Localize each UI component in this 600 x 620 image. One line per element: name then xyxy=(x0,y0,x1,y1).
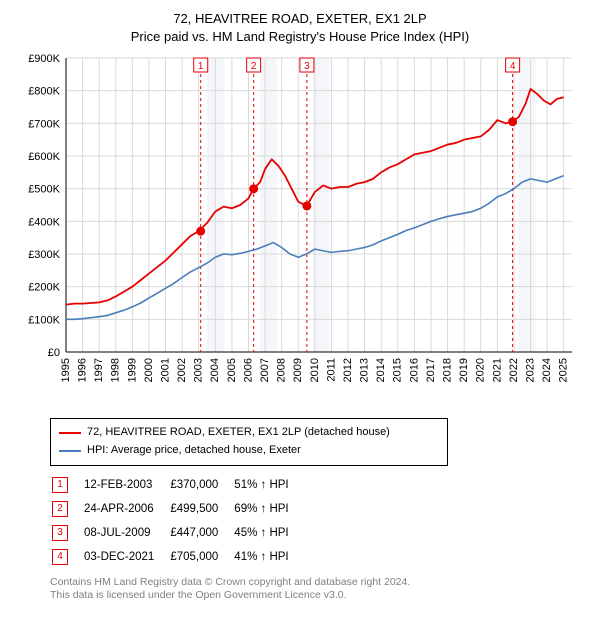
event-marker-box: 1 xyxy=(52,477,68,493)
svg-text:£200K: £200K xyxy=(28,282,60,294)
svg-text:£500K: £500K xyxy=(28,184,60,196)
footer: Contains HM Land Registry data © Crown c… xyxy=(50,576,580,603)
event-row: 3 08-JUL-2009£447,00045% ↑ HPI xyxy=(52,522,303,544)
svg-text:1996: 1996 xyxy=(76,358,88,382)
chart: £0 £100K £200K £300K £400K £500K £600K £700K £80… xyxy=(20,52,580,412)
svg-text:2000: 2000 xyxy=(143,358,155,382)
svg-text:1997: 1997 xyxy=(93,358,105,382)
svg-text:2023: 2023 xyxy=(524,358,536,382)
svg-text:2018: 2018 xyxy=(441,358,453,382)
svg-text:2017: 2017 xyxy=(425,358,437,382)
svg-text:2021: 2021 xyxy=(491,358,503,382)
legend-swatch xyxy=(59,450,81,452)
legend-swatch xyxy=(59,432,81,434)
svg-text:2013: 2013 xyxy=(359,358,371,382)
event-marker-box: 3 xyxy=(52,525,68,541)
svg-text:£600K: £600K xyxy=(28,151,60,163)
svg-text:2001: 2001 xyxy=(159,358,171,382)
page-container: 72, HEAVITREE ROAD, EXETER, EX1 2LP Pric… xyxy=(0,0,600,603)
event-pct: 51% ↑ HPI xyxy=(234,474,302,496)
svg-text:2009: 2009 xyxy=(292,358,304,382)
event-marker-box: 2 xyxy=(52,501,68,517)
footer-line-1: Contains HM Land Registry data © Crown c… xyxy=(50,576,580,590)
title-line-1: 72, HEAVITREE ROAD, EXETER, EX1 2LP xyxy=(10,10,590,28)
svg-text:2006: 2006 xyxy=(242,358,254,382)
svg-text:£300K: £300K xyxy=(28,249,60,261)
event-date: 24-APR-2006 xyxy=(84,498,168,520)
legend-row: 72, HEAVITREE ROAD, EXETER, EX1 2LP (det… xyxy=(59,424,439,442)
svg-text:£700K: £700K xyxy=(28,119,60,131)
event-price: £705,000 xyxy=(170,546,232,568)
event-date: 03-DEC-2021 xyxy=(84,546,168,568)
svg-text:2010: 2010 xyxy=(309,358,321,382)
event-pct: 69% ↑ HPI xyxy=(234,498,302,520)
svg-text:2014: 2014 xyxy=(375,358,387,382)
event-row: 2 24-APR-2006£499,50069% ↑ HPI xyxy=(52,498,303,520)
svg-text:2012: 2012 xyxy=(342,358,354,382)
svg-text:1: 1 xyxy=(198,61,204,72)
svg-text:2002: 2002 xyxy=(176,358,188,382)
svg-text:2: 2 xyxy=(251,61,257,72)
svg-text:2003: 2003 xyxy=(193,358,205,382)
svg-text:4: 4 xyxy=(510,61,516,72)
svg-text:2025: 2025 xyxy=(558,358,570,382)
svg-text:2004: 2004 xyxy=(209,358,221,382)
svg-text:2005: 2005 xyxy=(226,358,238,382)
svg-text:2022: 2022 xyxy=(508,358,520,382)
legend-label: 72, HEAVITREE ROAD, EXETER, EX1 2LP (det… xyxy=(87,424,390,442)
event-date: 12-FEB-2003 xyxy=(84,474,168,496)
title-block: 72, HEAVITREE ROAD, EXETER, EX1 2LP Pric… xyxy=(0,0,600,52)
svg-text:1999: 1999 xyxy=(126,358,138,382)
event-row: 4 03-DEC-2021£705,00041% ↑ HPI xyxy=(52,546,303,568)
svg-text:£900K: £900K xyxy=(28,53,60,65)
legend: 72, HEAVITREE ROAD, EXETER, EX1 2LP (det… xyxy=(50,418,448,465)
event-pct: 41% ↑ HPI xyxy=(234,546,302,568)
event-date: 08-JUL-2009 xyxy=(84,522,168,544)
footer-line-2: This data is licensed under the Open Gov… xyxy=(50,589,580,603)
svg-text:£400K: £400K xyxy=(28,217,60,229)
svg-text:£100K: £100K xyxy=(28,315,60,327)
event-marker-box: 4 xyxy=(52,549,68,565)
svg-text:2019: 2019 xyxy=(458,358,470,382)
svg-text:2024: 2024 xyxy=(541,358,553,382)
svg-text:£800K: £800K xyxy=(28,86,60,98)
svg-text:1995: 1995 xyxy=(60,358,72,382)
event-price: £499,500 xyxy=(170,498,232,520)
event-row: 1 12-FEB-2003£370,00051% ↑ HPI xyxy=(52,474,303,496)
svg-text:2007: 2007 xyxy=(259,358,271,382)
svg-text:3: 3 xyxy=(304,61,310,72)
event-price: £370,000 xyxy=(170,474,232,496)
svg-text:2011: 2011 xyxy=(325,358,337,382)
event-pct: 45% ↑ HPI xyxy=(234,522,302,544)
svg-text:2015: 2015 xyxy=(392,358,404,382)
events-table: 1 12-FEB-2003£370,00051% ↑ HPI 2 24-APR-200… xyxy=(50,472,305,570)
svg-text:1998: 1998 xyxy=(110,358,122,382)
title-line-2: Price paid vs. HM Land Registry's House … xyxy=(10,28,590,46)
legend-label: HPI: Average price, detached house, Exet… xyxy=(87,442,301,460)
svg-text:£0: £0 xyxy=(48,347,60,359)
event-price: £447,000 xyxy=(170,522,232,544)
svg-text:2008: 2008 xyxy=(276,358,288,382)
svg-text:2016: 2016 xyxy=(408,358,420,382)
svg-text:2020: 2020 xyxy=(475,358,487,382)
legend-row: HPI: Average price, detached house, Exet… xyxy=(59,442,439,460)
